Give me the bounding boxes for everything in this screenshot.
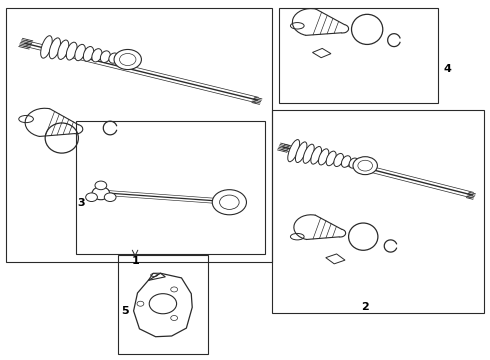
Ellipse shape (83, 46, 94, 61)
Ellipse shape (49, 38, 60, 59)
Bar (272, 110, 485, 313)
Ellipse shape (342, 156, 351, 167)
Circle shape (104, 193, 116, 202)
Text: 2: 2 (361, 302, 368, 312)
Circle shape (92, 187, 110, 200)
Ellipse shape (66, 42, 77, 60)
Bar (279, 8, 438, 103)
Ellipse shape (349, 158, 358, 168)
Circle shape (86, 193, 98, 202)
Ellipse shape (295, 142, 307, 162)
Ellipse shape (303, 144, 314, 163)
Text: 5: 5 (122, 306, 129, 316)
Circle shape (114, 49, 142, 69)
Ellipse shape (92, 49, 102, 62)
Circle shape (212, 190, 246, 215)
Ellipse shape (334, 153, 343, 167)
Text: 1: 1 (131, 256, 139, 266)
Ellipse shape (41, 36, 52, 58)
Circle shape (353, 157, 377, 175)
Ellipse shape (311, 147, 321, 164)
Bar (118, 255, 208, 354)
Ellipse shape (288, 140, 299, 162)
Text: 3: 3 (77, 198, 85, 208)
Ellipse shape (109, 53, 119, 63)
Bar (5, 8, 272, 262)
Ellipse shape (318, 149, 329, 165)
Ellipse shape (58, 40, 69, 59)
Circle shape (95, 181, 107, 190)
Ellipse shape (75, 44, 85, 61)
Bar (76, 121, 265, 253)
Text: 4: 4 (444, 64, 452, 74)
Ellipse shape (100, 51, 110, 63)
Ellipse shape (326, 151, 336, 166)
